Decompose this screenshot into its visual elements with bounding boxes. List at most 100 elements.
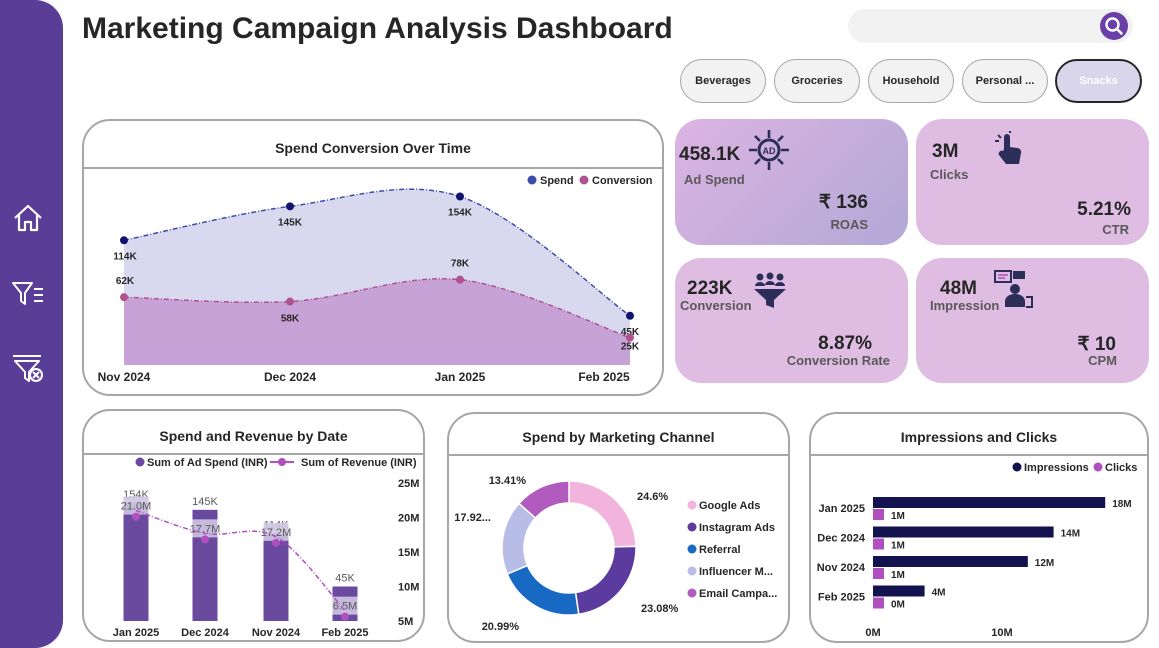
- slicer-snacks[interactable]: Snacks: [1055, 59, 1142, 103]
- ad-spend-value: 458.1K: [679, 144, 741, 165]
- legend-label: Clicks: [1105, 462, 1137, 474]
- legend-marker: [687, 522, 697, 532]
- revenue-point: [272, 538, 280, 547]
- sidebar: [0, 0, 63, 648]
- revenue-label-bg: [263, 522, 289, 541]
- legend-label: Sum of Ad Spend (INR): [147, 457, 268, 469]
- clear-filter-icon[interactable]: [10, 350, 46, 386]
- clicks-label: 1M: [891, 511, 905, 522]
- spend-label: 45K: [335, 573, 355, 585]
- legend-marker: [1012, 462, 1022, 472]
- legend-marker: [687, 544, 697, 554]
- data-label: 62K: [116, 276, 135, 287]
- spend-conversion-title: Spend Conversion Over Time: [275, 140, 471, 156]
- y2-tick-label: 10M: [398, 582, 419, 594]
- x-tick-label: Jan 2025: [435, 370, 486, 384]
- legend-marker: [278, 458, 286, 466]
- slicer-beverages[interactable]: Beverages: [680, 59, 766, 103]
- point-conversion: [120, 293, 128, 302]
- legend-marker: [135, 457, 145, 467]
- legend-label: Spend: [540, 175, 574, 187]
- x-tick-label: Feb 2025: [321, 627, 368, 639]
- conversion-rate-label: Conversion Rate: [786, 353, 890, 368]
- conversion-value: 223K: [687, 278, 733, 299]
- legend-label: Email Campa...: [699, 588, 777, 600]
- slicer-groceries[interactable]: Groceries: [774, 59, 860, 103]
- ad-spend-label: Ad Spend: [684, 172, 745, 187]
- spend-label: 145K: [192, 496, 218, 508]
- legend-label: Referral: [699, 544, 741, 556]
- x-tick-label: Jan 2025: [113, 627, 159, 639]
- impression-label: Impression: [930, 298, 1000, 313]
- kpi-ad-spend: 458.1K Ad Spend AD ₹ 136 ROAS: [675, 119, 908, 245]
- y-tick-label: Dec 2024: [817, 533, 866, 545]
- x-tick-label: 10M: [991, 627, 1012, 639]
- slice-label: 13.41%: [489, 475, 527, 487]
- impressions-bar: [873, 526, 1054, 538]
- revenue-point: [132, 512, 140, 521]
- kpi-conversion: 223K Conversion 8.87% Conversion Rate: [675, 258, 908, 383]
- revenue-label-bg: [332, 596, 358, 615]
- legend-marker: [687, 588, 697, 598]
- legend-marker: [687, 500, 697, 510]
- slice-label: 23.08%: [641, 603, 679, 615]
- svg-text:AD: AD: [763, 146, 776, 156]
- cpm-label: CPM: [1088, 353, 1117, 368]
- x-tick-label: 0M: [865, 627, 880, 639]
- data-label: 58K: [281, 314, 300, 325]
- line-conversion: [123, 278, 631, 339]
- search-box[interactable]: [848, 9, 1133, 43]
- legend-label: Conversion: [592, 175, 653, 187]
- home-icon[interactable]: [10, 200, 46, 236]
- slice-label: 24.6%: [637, 491, 668, 503]
- y-tick-label: Jan 2025: [819, 503, 865, 515]
- impressions-bar: [873, 556, 1028, 567]
- clicks-bar: [873, 509, 884, 520]
- point-conversion: [456, 275, 464, 284]
- revenue-label: 17.7M: [190, 523, 221, 535]
- search-button[interactable]: [1100, 12, 1128, 40]
- clicks-bar: [873, 568, 884, 579]
- donut-slice: [574, 545, 637, 616]
- revenue-label: 6.5M: [333, 601, 357, 613]
- y2-tick-label: 15M: [398, 547, 419, 559]
- spend-revenue-title: Spend and Revenue by Date: [159, 428, 348, 444]
- clicks-label: Clicks: [930, 167, 969, 182]
- point-conversion: [286, 297, 294, 306]
- impressions-label: 4M: [932, 588, 946, 599]
- data-label: 145K: [278, 217, 303, 228]
- legend-label: Impressions: [1024, 462, 1089, 474]
- slicer-personal[interactable]: Personal ...: [962, 59, 1048, 103]
- revenue-point: [341, 612, 349, 621]
- data-label: 45K: [621, 327, 640, 338]
- revenue-label-bg: [123, 496, 149, 515]
- ad-target-icon: AD: [749, 130, 789, 170]
- search-icon: [1105, 17, 1123, 35]
- spend-bar: [263, 533, 289, 621]
- legend-label: Google Ads: [699, 500, 760, 512]
- filter-list-icon[interactable]: [10, 275, 46, 311]
- point-spend: [286, 202, 294, 211]
- spend-bar: [123, 502, 149, 621]
- y2-tick-label: 20M: [398, 513, 419, 525]
- kpi-impression: 48M Impression ₹ 10 CPM: [916, 258, 1149, 383]
- revenue-label: 21.0M: [121, 501, 152, 513]
- area-conversion: [124, 278, 630, 365]
- people-funnel-icon: [754, 272, 786, 308]
- spend-conversion-chart: Spend Conversion 114K 145K 154K 45K 62K 58K 78K…: [98, 175, 653, 384]
- legend-marker: [1093, 462, 1103, 472]
- impressions-clicks-chart: Impressions Clicks Jan 2025 18M 1M Dec 2024 1…: [817, 462, 1138, 639]
- point-spend: [456, 192, 464, 201]
- clicks-value: 3M: [932, 141, 959, 162]
- legend-marker: [579, 175, 589, 185]
- data-label: 78K: [451, 259, 470, 270]
- spend-revenue-chart: Sum of Ad Spend (INR) Sum of Revenue (INR…: [113, 457, 420, 639]
- x-tick-label: Dec 2024: [264, 370, 316, 384]
- roas-value: ₹ 136: [818, 192, 868, 213]
- impressions-label: 18M: [1112, 499, 1131, 510]
- data-label: 25K: [621, 342, 640, 353]
- slicer-household[interactable]: Household: [868, 59, 954, 103]
- y-tick-label: Nov 2024: [817, 562, 866, 574]
- clicks-label: 1M: [891, 541, 905, 552]
- conversion-label: Conversion: [680, 298, 752, 313]
